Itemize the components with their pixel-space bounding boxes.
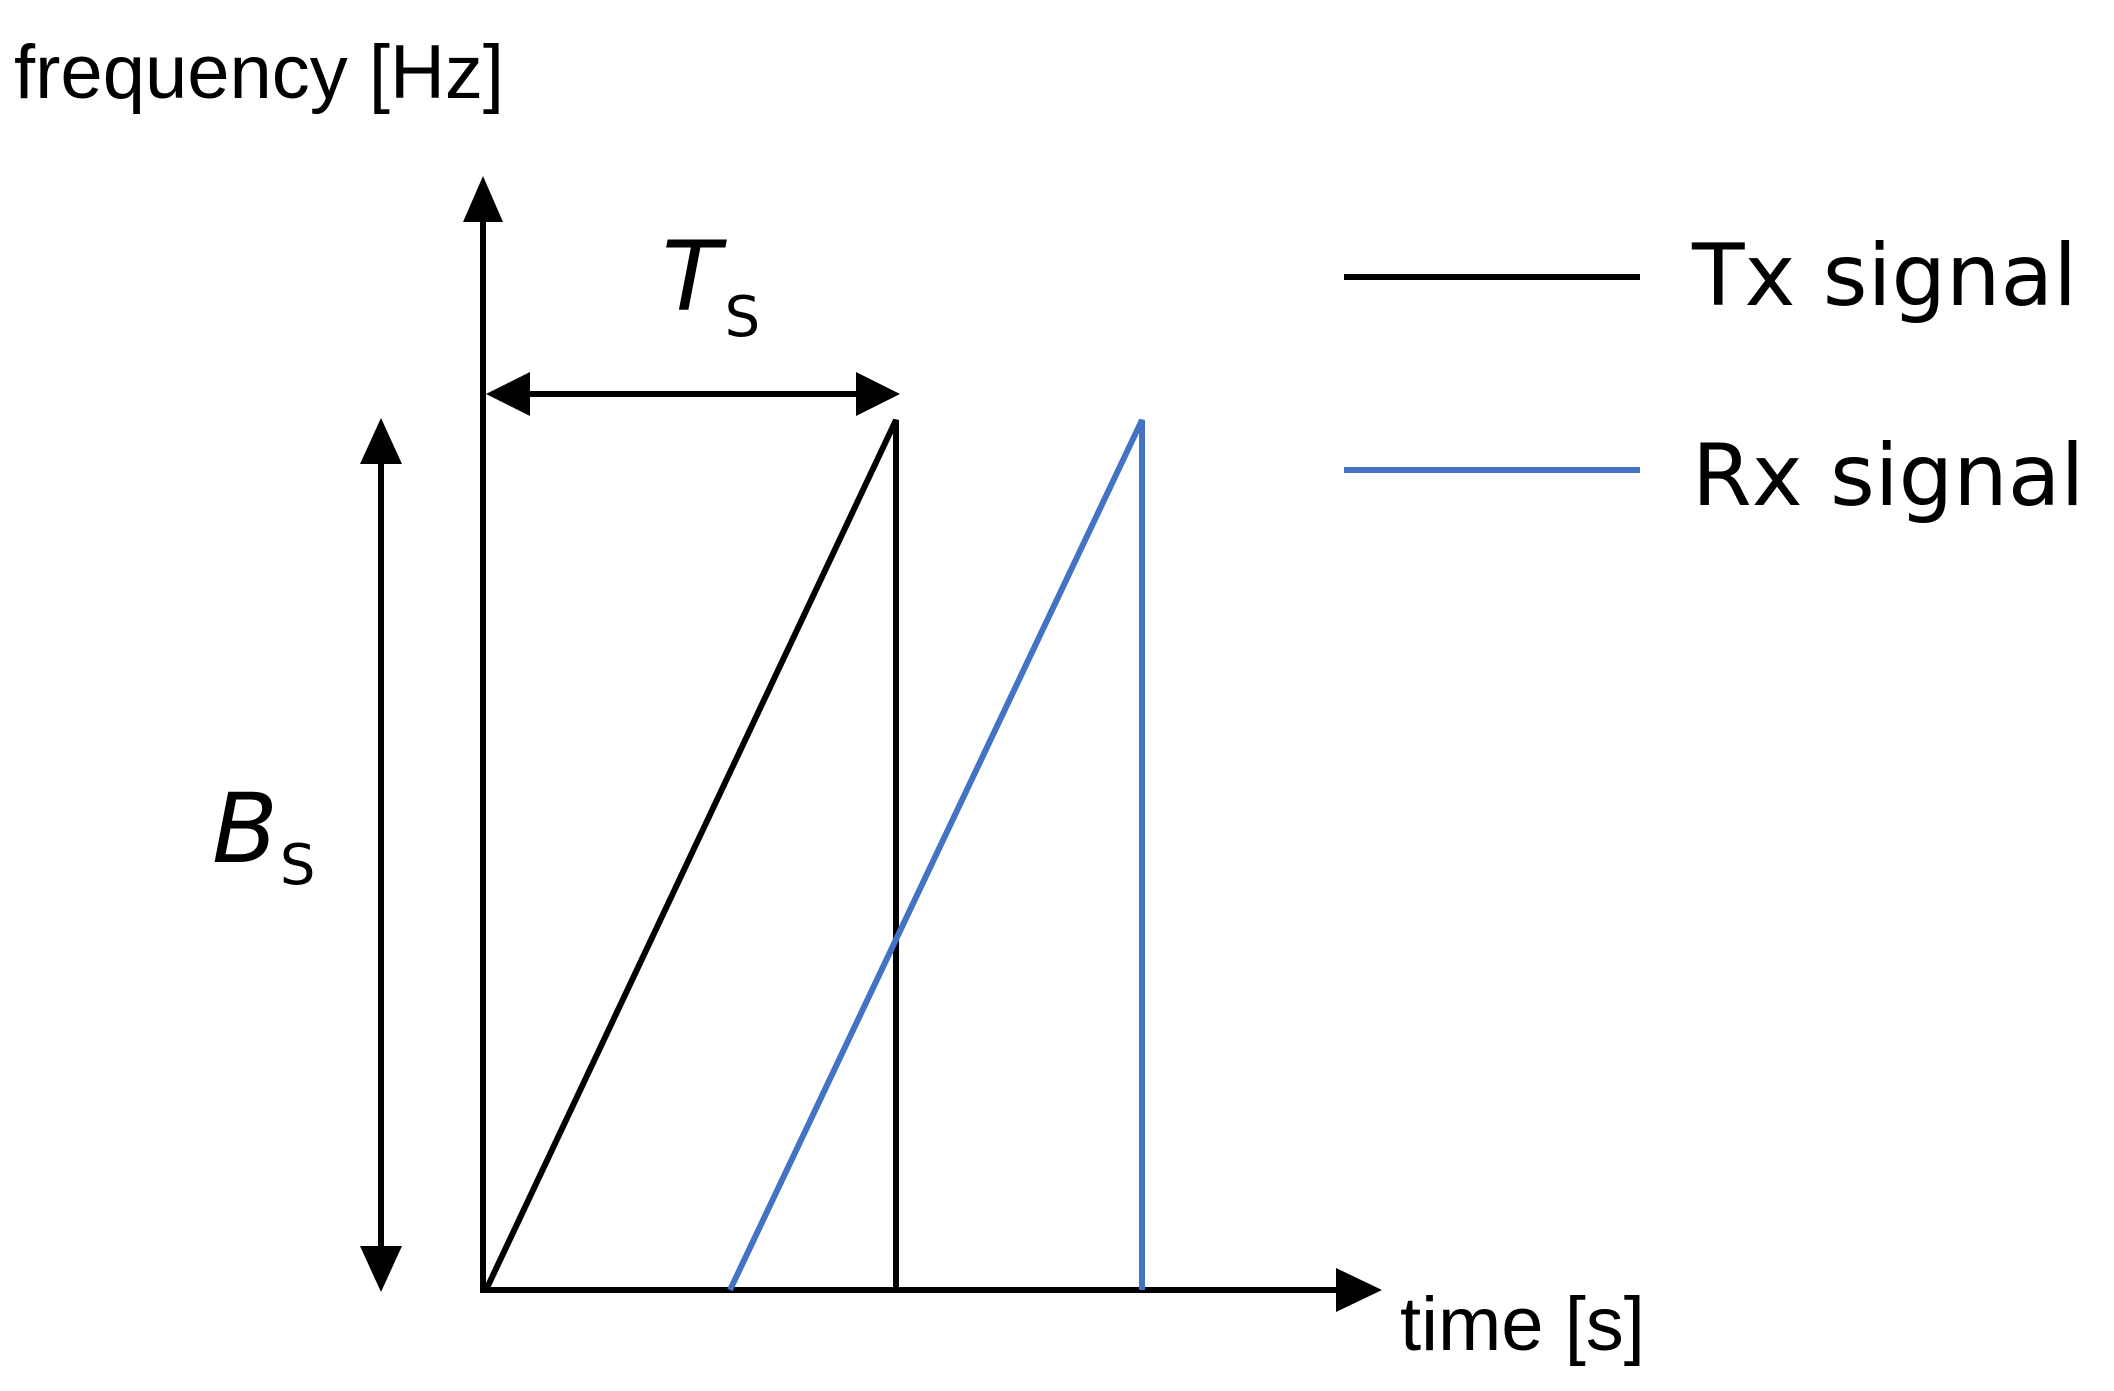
bandwidth-label: BS — [212, 773, 315, 898]
legend-label-tx: Tx signal — [1691, 226, 2077, 326]
period-arrowhead-left — [486, 372, 530, 416]
x-axis-arrowhead — [1336, 1268, 1382, 1312]
tx-chirp-line — [483, 418, 899, 1292]
x-axis-title: time [s] — [1400, 1282, 1645, 1367]
period-subscript: S — [725, 285, 761, 350]
legend: Tx signal Rx signal — [1344, 226, 2084, 526]
period-label: TS — [662, 221, 760, 350]
legend-label-rx: Rx signal — [1692, 426, 2084, 526]
period-arrowhead-right — [856, 372, 900, 416]
rx-chirp-line — [727, 418, 1145, 1292]
period-symbol: T — [662, 221, 727, 333]
y-axis-arrowhead — [463, 176, 503, 222]
bandwidth-arrowhead-bottom — [360, 1246, 402, 1292]
bandwidth-symbol: B — [212, 773, 278, 885]
bandwidth-arrowhead-top — [360, 418, 402, 464]
bandwidth-subscript: S — [280, 833, 316, 898]
y-axis-title: frequency [Hz] — [14, 30, 504, 115]
